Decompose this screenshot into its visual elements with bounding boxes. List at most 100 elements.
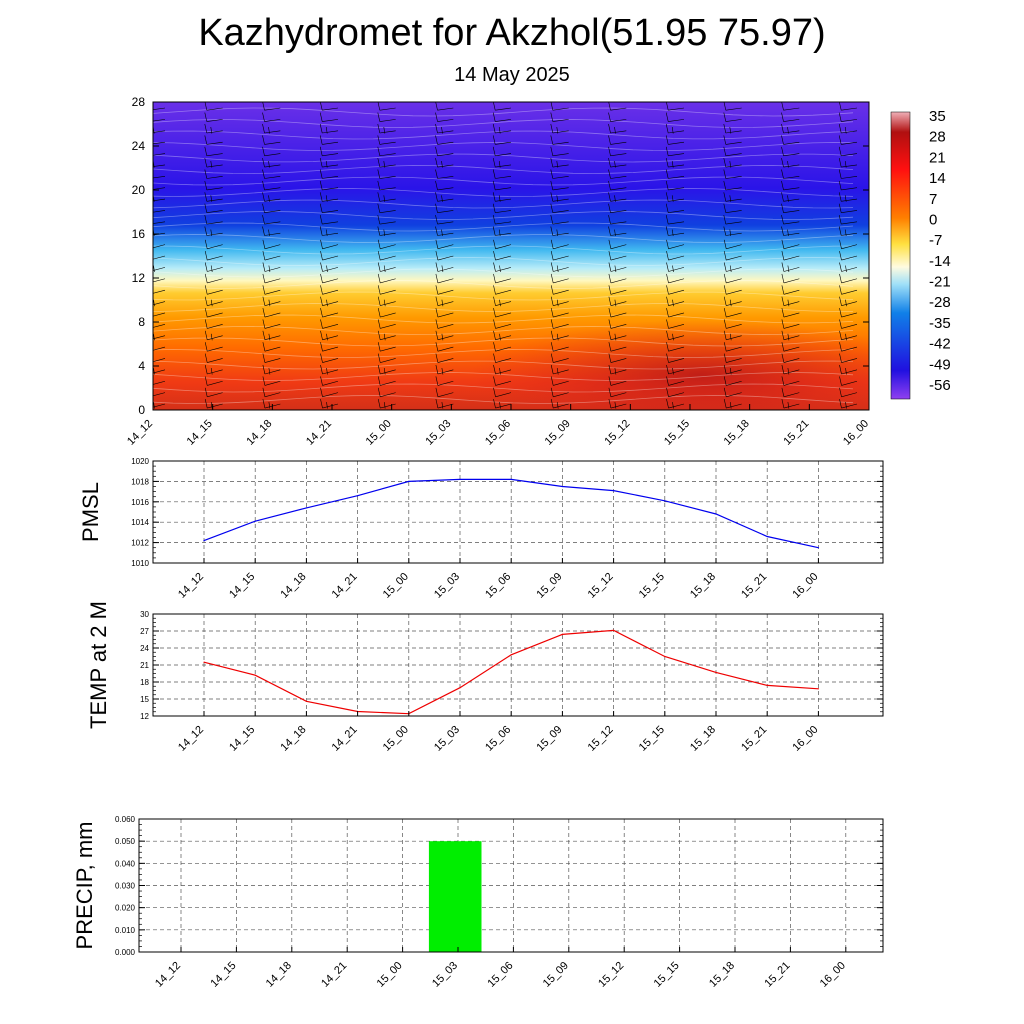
- y-tick-label: 1018: [131, 477, 149, 486]
- wind-barb-flag: [147, 135, 149, 144]
- wind-barb-flag: [608, 226, 611, 236]
- wind-barb: [322, 312, 339, 318]
- wind-barbs: [147, 102, 858, 409]
- wind-barb: [206, 198, 223, 202]
- wind-barb: [495, 369, 512, 375]
- wind-barb-flag: [320, 399, 323, 409]
- wind-barb-flag: [204, 203, 208, 213]
- wind-barb: [437, 119, 454, 122]
- wind-barb-flag: [838, 158, 842, 168]
- series-point: [357, 495, 359, 497]
- wind-barb: [322, 164, 339, 168]
- wind-barb-flag: [499, 299, 501, 307]
- wind-barb-flag: [845, 299, 847, 307]
- wind-barb: [668, 301, 685, 306]
- wind-barb-flag: [787, 126, 789, 134]
- wind-barb: [668, 403, 685, 409]
- wind-barb-flag: [838, 169, 842, 179]
- wind-barb-flag: [148, 274, 150, 283]
- wind-barb: [552, 141, 569, 145]
- colorbar-label: -35: [929, 315, 951, 332]
- wind-barb-flag: [441, 195, 443, 202]
- wind-barb-flag: [723, 123, 727, 134]
- wind-barb-flag: [377, 399, 381, 409]
- wind-barb-flag: [493, 285, 496, 295]
- wind-barb: [610, 210, 627, 213]
- wind-barb: [264, 369, 281, 375]
- heatmap-x-tick-label: 15_18: [722, 418, 752, 448]
- x-tick-label: 16_00: [790, 724, 820, 754]
- wind-barb-flag: [838, 123, 842, 134]
- wind-barb-flag: [838, 192, 842, 202]
- wind-barb: [379, 130, 396, 134]
- pmsl-panel: 1010 1012 1014 1016 1018 1020 14_12 14_15 14_18 1…: [78, 457, 884, 601]
- x-tick-label: 15_09: [541, 960, 571, 990]
- wind-barb: [783, 369, 800, 375]
- wind-barb-flag: [839, 239, 842, 249]
- wind-barb-flag: [435, 215, 438, 225]
- wind-barb: [668, 278, 685, 284]
- heatmap-x-tick-label: 15_06: [483, 418, 513, 448]
- wind-barb-flag: [441, 265, 444, 273]
- wind-barb: [437, 312, 454, 318]
- colorbar-ramp: [890, 111, 911, 400]
- wind-barb: [783, 312, 800, 318]
- x-tick-label: 15_21: [739, 724, 769, 754]
- wind-barb: [207, 267, 223, 272]
- wind-barb-flag: [377, 192, 381, 202]
- wind-barb: [322, 232, 339, 236]
- wind-barb: [610, 107, 627, 111]
- wind-barb-flag: [268, 161, 270, 168]
- wind-barb-flag: [498, 126, 501, 134]
- wind-barb: [495, 187, 512, 191]
- wind-barb: [437, 392, 454, 398]
- wind-barb-flag: [614, 161, 616, 168]
- wind-barb-flag: [550, 285, 554, 295]
- wind-barb: [553, 392, 569, 398]
- contour-line: [153, 268, 854, 278]
- wind-barb: [437, 335, 454, 341]
- heatmap-x-axis: 14_12 14_15 14_18 14_21 15_00 15_03 15_06 15_09…: [125, 404, 871, 448]
- wind-barb: [841, 221, 858, 225]
- wind-barb-flag: [781, 192, 784, 202]
- wind-barb-flag: [204, 262, 208, 272]
- wind-barb-flag: [550, 387, 554, 397]
- wind-barb-flag: [608, 180, 611, 190]
- heatmap-y-tick-label: 0: [138, 403, 145, 417]
- wind-barb-flag: [781, 296, 785, 306]
- wind-barb: [153, 267, 166, 271]
- wind-barb: [726, 392, 742, 398]
- wind-barb-flag: [204, 102, 208, 111]
- wind-barb-flag: [781, 387, 785, 397]
- wind-barb-flag: [204, 342, 208, 352]
- x-tick-label: 16_00: [790, 571, 820, 601]
- x-tick-label: 15_00: [375, 960, 405, 990]
- wind-barb-flag: [147, 113, 149, 122]
- wind-barb: [379, 210, 396, 213]
- x-tick-label: 15_12: [586, 571, 616, 601]
- wind-barb-flag: [781, 364, 785, 375]
- wind-barb-flag: [550, 262, 554, 272]
- wind-barb: [841, 244, 858, 250]
- wind-barb: [495, 130, 512, 134]
- wind-barb: [783, 324, 800, 329]
- wind-barb-flag: [844, 126, 847, 134]
- wind-barb: [264, 278, 281, 284]
- wind-barb-flag: [781, 102, 784, 111]
- wind-barb-flag: [550, 330, 554, 340]
- heatmap-x-tick-label: 16_00: [841, 418, 871, 448]
- wind-barb: [437, 232, 454, 236]
- heatmap-x-tick-label: 14_15: [185, 418, 215, 448]
- wind-barb: [322, 380, 339, 386]
- wind-barb: [610, 244, 627, 250]
- wind-barb-flag: [204, 180, 208, 190]
- wind-barb-flag: [787, 161, 789, 168]
- wind-barb: [610, 176, 627, 179]
- wind-barb-flag: [435, 146, 438, 156]
- wind-barb: [322, 176, 339, 179]
- series-point: [408, 480, 410, 482]
- wind-barb-flag: [492, 158, 496, 168]
- wind-barb: [725, 210, 742, 213]
- wind-barb-flag: [326, 367, 328, 375]
- wind-barb-flag: [787, 265, 790, 273]
